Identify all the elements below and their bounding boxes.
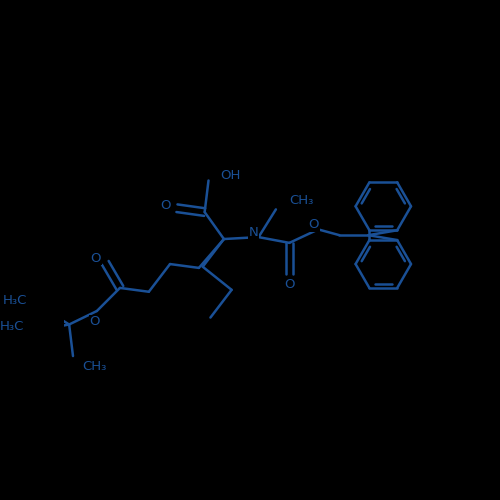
Text: CH₃: CH₃ [82, 360, 107, 374]
Text: O: O [160, 198, 170, 211]
Text: O: O [90, 316, 100, 328]
Text: O: O [90, 252, 101, 265]
Text: H₃C: H₃C [2, 294, 27, 306]
Text: O: O [284, 278, 294, 291]
Text: OH: OH [220, 170, 240, 182]
Text: CH₃: CH₃ [290, 194, 314, 207]
Text: H₃C: H₃C [0, 320, 24, 333]
Text: N: N [249, 226, 259, 239]
Text: O: O [308, 218, 319, 232]
